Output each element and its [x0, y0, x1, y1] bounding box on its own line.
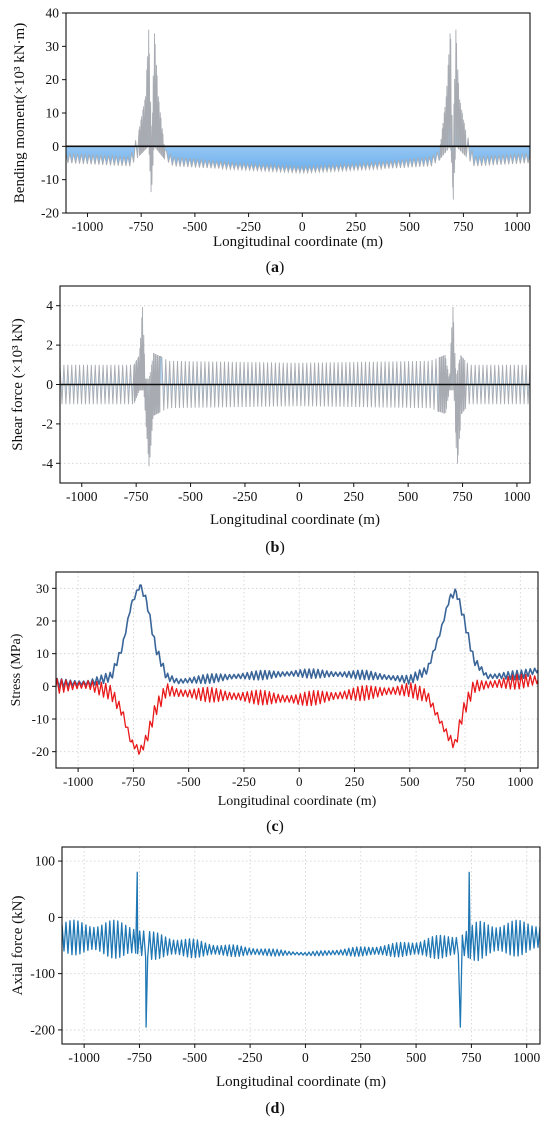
x-tick-label: -250 [232, 774, 256, 789]
x-tick-label: 0 [296, 489, 303, 504]
x-tick-label: 750 [452, 489, 473, 504]
x-tick-label: 750 [455, 774, 475, 789]
y-axis-label: Shear force (×10³ kN) [10, 318, 26, 451]
x-tick-label: -250 [233, 489, 258, 504]
x-tick-label: 500 [400, 219, 421, 234]
y-tick-label: 20 [46, 72, 60, 87]
y-tick-label: 20 [36, 614, 49, 629]
plot-area [62, 871, 540, 1028]
x-tick-label: -500 [177, 774, 201, 789]
y-tick-label: 100 [35, 854, 56, 869]
x-tick-label: 500 [400, 774, 420, 789]
x-tick-label: 750 [453, 219, 474, 234]
y-tick-label: 10 [46, 106, 60, 121]
x-tick-label: 500 [398, 489, 419, 504]
x-tick-label: 1000 [507, 774, 533, 789]
x-tick-label: -250 [238, 1050, 263, 1065]
chart-shear-force: -1000 -750 -500 -250 0 250 500 750 1000 -4 -2 0 2 4 Lo… [10, 285, 531, 556]
y-tick-label: 30 [36, 581, 49, 596]
plot-area [60, 306, 530, 467]
series-line [60, 306, 530, 467]
x-tick-label: -250 [236, 219, 261, 234]
y-tick-label: -200 [30, 1022, 55, 1037]
plot-area [56, 584, 538, 755]
x-tick-label: -1000 [72, 219, 104, 234]
y-tick-label: 30 [46, 39, 60, 54]
y-tick-label: 40 [46, 6, 60, 21]
y-tick-label: -10 [32, 712, 49, 727]
y-axis-label: Stress (MPa) [9, 633, 24, 706]
chart-axial-force: -1000 -750 -500 -250 0 250 500 750 1000-200-1000… [10, 846, 541, 1117]
plot-area [66, 29, 530, 200]
x-tick-label: 250 [344, 489, 365, 504]
x-tick-label: 1000 [503, 489, 530, 504]
x-tick-label: 750 [461, 1050, 482, 1065]
plot-frame [55, 571, 539, 769]
x-tick-label: -750 [124, 489, 149, 504]
x-tick-label: 0 [296, 774, 303, 789]
x-axis-label: Longitudinal coordinate (m) [210, 512, 380, 528]
series-line-0 [56, 584, 538, 689]
y-tick-label: 0 [43, 679, 50, 694]
chart-stress: -1000 -750 -500 -250 0 250 500 750 1000 -20 -10 0 10… [9, 571, 539, 835]
x-axis-label: Longitudinal coordinate (m) [218, 794, 377, 809]
y-tick-label: 2 [46, 338, 53, 353]
x-tick-label: 500 [406, 1050, 427, 1065]
y-tick-label: 0 [48, 910, 55, 925]
plot-frame [61, 846, 541, 1045]
y-tick-label: -100 [30, 966, 55, 981]
panel-caption: (c) [266, 818, 284, 835]
x-tick-label: 250 [351, 1050, 372, 1065]
x-tick-label: 1000 [504, 219, 531, 234]
x-tick-label: -750 [127, 1050, 152, 1065]
y-tick-label: 0 [46, 377, 53, 392]
x-tick-label: 250 [346, 219, 367, 234]
y-axis-label: Axial force (kN) [10, 896, 26, 996]
x-tick-label: -1000 [63, 774, 93, 789]
panel-caption: (a) [266, 259, 285, 276]
panel-caption: (b) [265, 539, 285, 556]
x-axis-label: Longitudinal coordinate (m) [216, 1074, 386, 1090]
y-tick-label: -20 [41, 206, 59, 221]
x-tick-label: 0 [302, 1050, 309, 1065]
y-tick-label: -10 [41, 172, 59, 187]
panel-caption: (d) [265, 1100, 285, 1117]
x-tick-label: -500 [183, 219, 208, 234]
x-tick-label: 1000 [513, 1050, 540, 1065]
x-tick-label: -500 [182, 1050, 207, 1065]
x-tick-label: -750 [129, 219, 154, 234]
y-tick-label: 10 [36, 646, 49, 661]
x-tick-label: 0 [299, 219, 306, 234]
series-line-1 [56, 673, 538, 755]
y-tick-label: -2 [42, 416, 53, 431]
y-tick-label: 4 [46, 298, 53, 313]
series-line [66, 29, 530, 200]
x-tick-label: -1000 [66, 489, 98, 504]
x-axis-label: Longitudinal coordinate (m) [213, 234, 383, 250]
chart-bending-moment: -1000 -750 -500 -250 0 250 500 750 1000 -20 -10 0 10… [12, 6, 531, 277]
x-tick-label: -750 [121, 774, 145, 789]
y-tick-label: -20 [32, 744, 49, 759]
y-tick-label: 0 [52, 139, 59, 154]
x-tick-label: 250 [345, 774, 365, 789]
y-tick-label: -4 [42, 456, 53, 471]
series-line-0 [62, 871, 540, 1028]
x-tick-label: -1000 [68, 1050, 100, 1065]
y-axis-label: Bending moment(×10³ kN·m) [12, 23, 28, 203]
x-tick-label: -500 [178, 489, 203, 504]
